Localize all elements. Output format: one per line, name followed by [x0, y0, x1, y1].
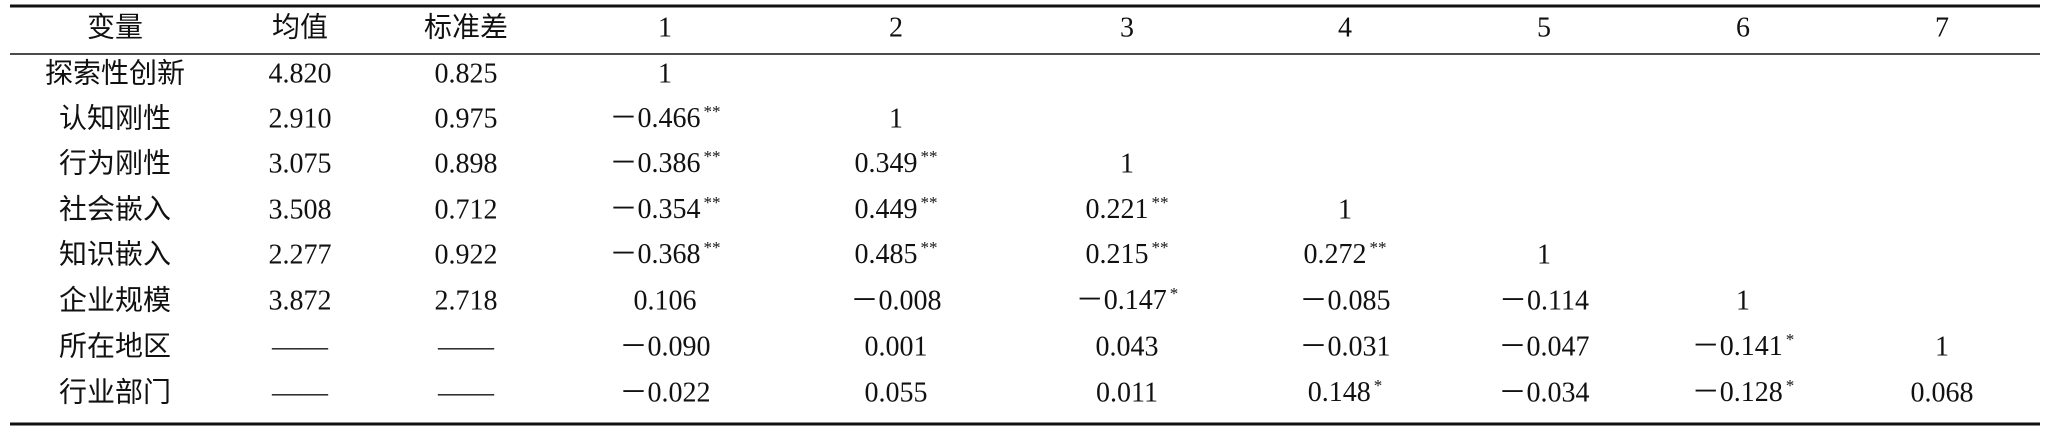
row-label: 企业规模 — [59, 284, 171, 316]
cell: －0.141 * — [1692, 330, 1795, 363]
cell: 0.922 — [435, 239, 498, 270]
significance: ** — [1152, 238, 1169, 257]
cell-value: 0.272 — [1304, 239, 1367, 270]
cell: －0.031 — [1299, 331, 1390, 362]
cell: —— — [271, 331, 329, 362]
header-cell: 变量 — [87, 11, 143, 43]
cell: 2.277 — [269, 239, 332, 270]
row-label: 行业部门 — [59, 376, 171, 408]
cell: －0.008 — [850, 285, 941, 316]
header-cell: 2 — [889, 12, 903, 43]
cell-value: 0.221 — [1086, 194, 1149, 225]
cell-value: －0.141 — [1692, 331, 1783, 362]
header-cell: 1 — [658, 12, 672, 43]
header-cell: 7 — [1935, 12, 1949, 43]
cell: 4.820 — [269, 58, 332, 89]
cell: －0.114 — [1499, 285, 1589, 316]
significance: ** — [704, 147, 721, 166]
cell: －0.386 ** — [609, 147, 720, 180]
cell: 0.001 — [865, 331, 928, 362]
cell-value: －0.368 — [609, 239, 700, 270]
significance: * — [1786, 330, 1795, 349]
cell-value: －0.147 — [1076, 285, 1167, 316]
significance: ** — [704, 193, 721, 212]
cell: 1 — [1338, 194, 1352, 225]
cell: 0.055 — [865, 377, 928, 408]
cell: 1 — [1537, 239, 1551, 270]
cell-value: －0.128 — [1692, 377, 1783, 408]
significance: ** — [704, 238, 721, 257]
cell-value: －0.354 — [609, 194, 700, 225]
cell-value: 0.215 — [1086, 239, 1149, 270]
significance: ** — [921, 193, 938, 212]
cell: 3.872 — [269, 285, 332, 316]
header-cell: 3 — [1120, 12, 1134, 43]
significance: ** — [1152, 193, 1169, 212]
significance: ** — [921, 147, 938, 166]
cell: —— — [437, 377, 495, 408]
row-label: 社会嵌入 — [59, 193, 171, 225]
cell: －0.047 — [1498, 331, 1589, 362]
cell: －0.085 — [1299, 285, 1390, 316]
cell: －0.354 ** — [609, 193, 720, 226]
cell: 0.449 ** — [855, 193, 938, 226]
significance: * — [1170, 284, 1179, 303]
cell-value: 0.485 — [855, 239, 918, 270]
cell: 3.075 — [269, 148, 332, 179]
cell: 0.898 — [435, 148, 498, 179]
cell: 2.910 — [269, 103, 332, 134]
significance: ** — [1370, 238, 1387, 257]
cell: －0.090 — [619, 331, 710, 362]
cell: —— — [271, 377, 329, 408]
cell: 0.106 — [634, 285, 697, 316]
cell: 1 — [889, 103, 903, 134]
cell-value: －0.466 — [609, 103, 700, 134]
cell: 0.043 — [1096, 331, 1159, 362]
cell-value: －0.386 — [609, 148, 700, 179]
significance: ** — [704, 102, 721, 121]
significance: ** — [921, 238, 938, 257]
cell: 0.825 — [435, 58, 498, 89]
cell: 0.349 ** — [855, 147, 938, 180]
cell: －0.147 * — [1076, 284, 1179, 317]
cell-value: 0.349 — [855, 148, 918, 179]
cell: 0.221 ** — [1086, 193, 1169, 226]
row-label: 认知刚性 — [59, 102, 171, 134]
row-label: 探索性创新 — [45, 57, 185, 89]
cell: 1 — [1120, 148, 1134, 179]
header-cell: 标准差 — [424, 11, 508, 43]
cell: －0.128 * — [1692, 376, 1795, 409]
cell: 1 — [1736, 285, 1750, 316]
cell: 0.068 — [1911, 377, 1974, 408]
cell: －0.022 — [619, 377, 710, 408]
cell: 1 — [1935, 331, 1949, 362]
header-cell: 均值 — [272, 11, 328, 43]
cell: 0.485 ** — [855, 238, 938, 271]
header-cell: 6 — [1736, 12, 1750, 43]
cell: 0.712 — [435, 194, 498, 225]
header-cell: 5 — [1537, 12, 1551, 43]
row-label: 知识嵌入 — [59, 238, 171, 270]
significance: * — [1786, 376, 1795, 395]
cell: 0.215 ** — [1086, 238, 1169, 271]
cell: －0.034 — [1498, 377, 1589, 408]
cell: 2.718 — [435, 285, 498, 316]
significance: * — [1374, 376, 1383, 395]
row-label: 所在地区 — [59, 330, 171, 362]
cell-value: 0.449 — [855, 194, 918, 225]
header-cell: 4 — [1338, 12, 1352, 43]
cell: 3.508 — [269, 194, 332, 225]
cell-value: 0.148 — [1308, 377, 1371, 408]
cell: －0.466 ** — [609, 102, 720, 135]
cell: 1 — [658, 58, 672, 89]
cell: —— — [437, 331, 495, 362]
cell: 0.272 ** — [1304, 238, 1387, 271]
row-label: 行为刚性 — [59, 147, 171, 179]
cell: －0.368 ** — [609, 238, 720, 271]
cell: 0.011 — [1096, 377, 1158, 408]
cell: 0.975 — [435, 103, 498, 134]
cell: 0.148 * — [1308, 376, 1383, 409]
